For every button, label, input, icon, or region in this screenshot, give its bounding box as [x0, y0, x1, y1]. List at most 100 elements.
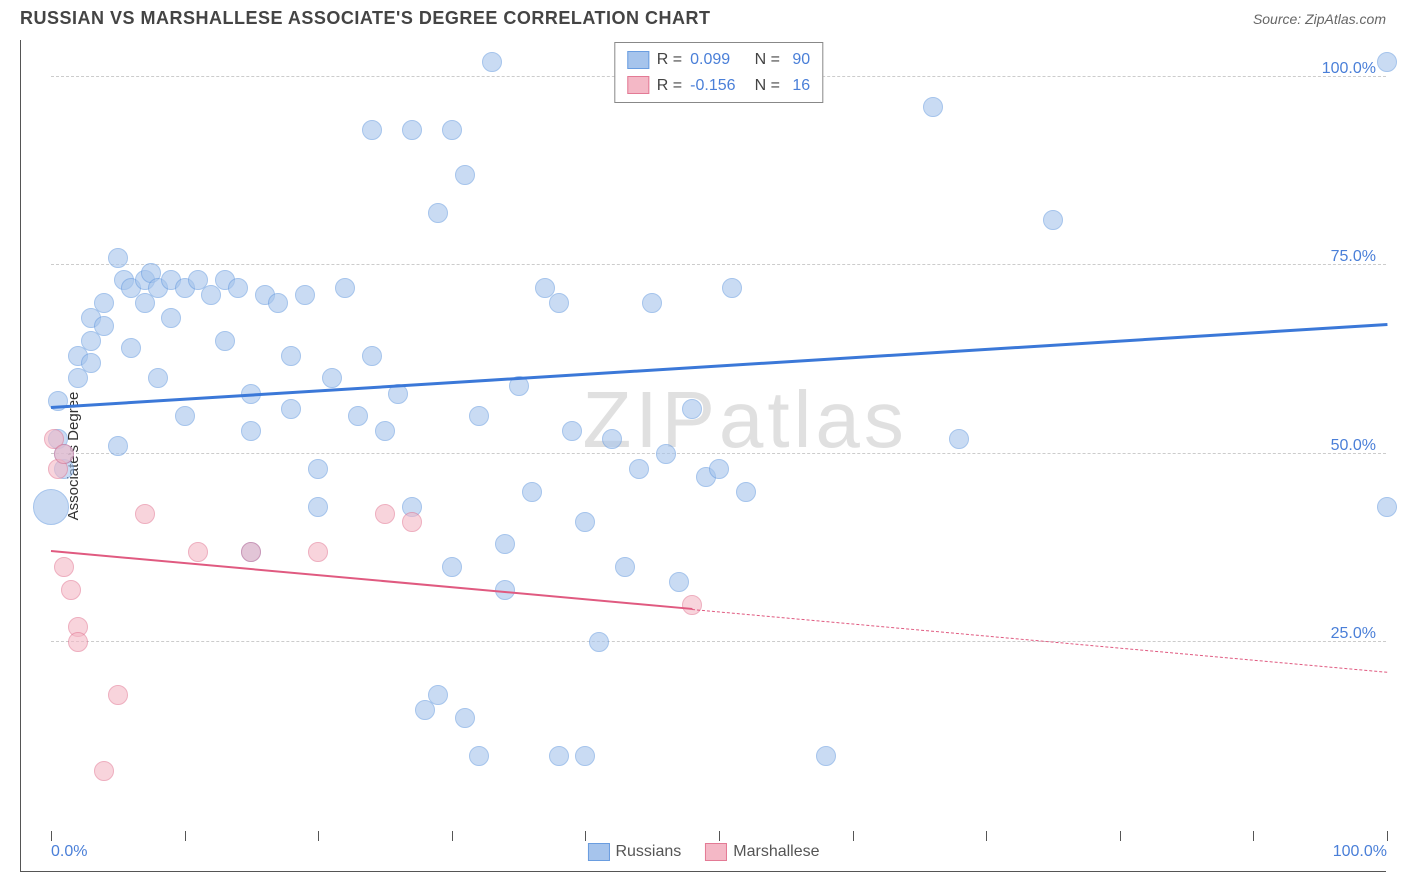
- y-tick-label: 50.0%: [1331, 437, 1376, 455]
- scatter-point: [923, 97, 943, 117]
- scatter-point: [549, 293, 569, 313]
- x-tick-label: 0.0%: [51, 843, 87, 861]
- chart-header: RUSSIAN VS MARSHALLESE ASSOCIATE'S DEGRE…: [0, 0, 1406, 33]
- scatter-point: [736, 482, 756, 502]
- legend-swatch: [705, 843, 727, 861]
- legend-row: R =0.099 N = 90: [627, 47, 810, 73]
- scatter-point: [322, 368, 342, 388]
- scatter-point: [175, 406, 195, 426]
- r-label: R =: [657, 73, 682, 99]
- r-value: 0.099: [690, 47, 742, 73]
- scatter-point: [121, 338, 141, 358]
- scatter-point: [575, 746, 595, 766]
- scatter-point: [682, 399, 702, 419]
- scatter-point: [375, 421, 395, 441]
- scatter-point: [281, 399, 301, 419]
- scatter-point: [469, 746, 489, 766]
- scatter-point: [615, 557, 635, 577]
- scatter-point: [522, 482, 542, 502]
- gridline: [51, 264, 1386, 265]
- scatter-point: [94, 316, 114, 336]
- scatter-point: [308, 497, 328, 517]
- scatter-point: [81, 353, 101, 373]
- scatter-point: [308, 459, 328, 479]
- chart-container: Associate's Degree ZIPatlas R =0.099 N =…: [20, 40, 1386, 872]
- scatter-point: [455, 708, 475, 728]
- legend-swatch: [627, 51, 649, 69]
- scatter-point: [268, 293, 288, 313]
- scatter-point: [816, 746, 836, 766]
- n-label: N =: [750, 73, 780, 99]
- scatter-point: [362, 346, 382, 366]
- scatter-point: [241, 421, 261, 441]
- scatter-point: [281, 346, 301, 366]
- x-tick-label: 100.0%: [1333, 843, 1387, 861]
- plot-area: ZIPatlas R =0.099 N = 90R = -0.156 N = 16…: [51, 40, 1386, 831]
- scatter-point: [68, 632, 88, 652]
- trend-line: [51, 323, 1387, 408]
- y-tick-label: 25.0%: [1331, 625, 1376, 643]
- scatter-point: [1377, 52, 1397, 72]
- n-value: 16: [788, 73, 810, 99]
- legend-item: Marshallese: [705, 843, 819, 861]
- scatter-point: [442, 557, 462, 577]
- r-value: -0.156: [690, 73, 742, 99]
- legend-series: Russians Marshallese: [587, 843, 819, 861]
- scatter-point: [402, 120, 422, 140]
- scatter-point: [108, 685, 128, 705]
- x-tick: [1120, 831, 1121, 841]
- scatter-point: [161, 308, 181, 328]
- scatter-point: [1043, 210, 1063, 230]
- scatter-point: [108, 248, 128, 268]
- legend-swatch: [587, 843, 609, 861]
- scatter-point: [241, 542, 261, 562]
- scatter-point: [469, 406, 489, 426]
- watermark: ZIPatlas: [582, 374, 907, 466]
- chart-title: RUSSIAN VS MARSHALLESE ASSOCIATE'S DEGRE…: [20, 8, 711, 29]
- y-tick-label: 100.0%: [1322, 60, 1376, 78]
- scatter-point: [428, 685, 448, 705]
- trend-line: [51, 550, 692, 610]
- scatter-point: [54, 444, 74, 464]
- scatter-point: [682, 595, 702, 615]
- legend-swatch: [627, 76, 649, 94]
- x-tick: [1253, 831, 1254, 841]
- scatter-point: [54, 557, 74, 577]
- scatter-point: [575, 512, 595, 532]
- scatter-point: [148, 368, 168, 388]
- legend-row: R = -0.156 N = 16: [627, 73, 810, 99]
- scatter-point: [602, 429, 622, 449]
- scatter-point: [428, 203, 448, 223]
- scatter-point: [295, 285, 315, 305]
- x-tick: [452, 831, 453, 841]
- scatter-point: [108, 436, 128, 456]
- scatter-point: [188, 542, 208, 562]
- scatter-point: [362, 120, 382, 140]
- chart-source: Source: ZipAtlas.com: [1253, 11, 1386, 27]
- scatter-point: [348, 406, 368, 426]
- scatter-point: [669, 572, 689, 592]
- scatter-point: [375, 504, 395, 524]
- scatter-point: [722, 278, 742, 298]
- scatter-point: [495, 534, 515, 554]
- x-tick: [1387, 831, 1388, 841]
- x-tick: [585, 831, 586, 841]
- y-tick-label: 75.0%: [1331, 248, 1376, 266]
- scatter-point: [228, 278, 248, 298]
- scatter-point: [1377, 497, 1397, 517]
- scatter-point: [33, 489, 69, 525]
- scatter-point: [629, 459, 649, 479]
- scatter-point: [61, 580, 81, 600]
- scatter-point: [402, 512, 422, 532]
- gridline: [51, 453, 1386, 454]
- scatter-point: [215, 331, 235, 351]
- scatter-point: [642, 293, 662, 313]
- scatter-point: [709, 459, 729, 479]
- legend-item: Russians: [587, 843, 681, 861]
- scatter-point: [455, 165, 475, 185]
- scatter-point: [94, 293, 114, 313]
- x-tick: [318, 831, 319, 841]
- x-tick: [853, 831, 854, 841]
- scatter-point: [949, 429, 969, 449]
- scatter-point: [135, 504, 155, 524]
